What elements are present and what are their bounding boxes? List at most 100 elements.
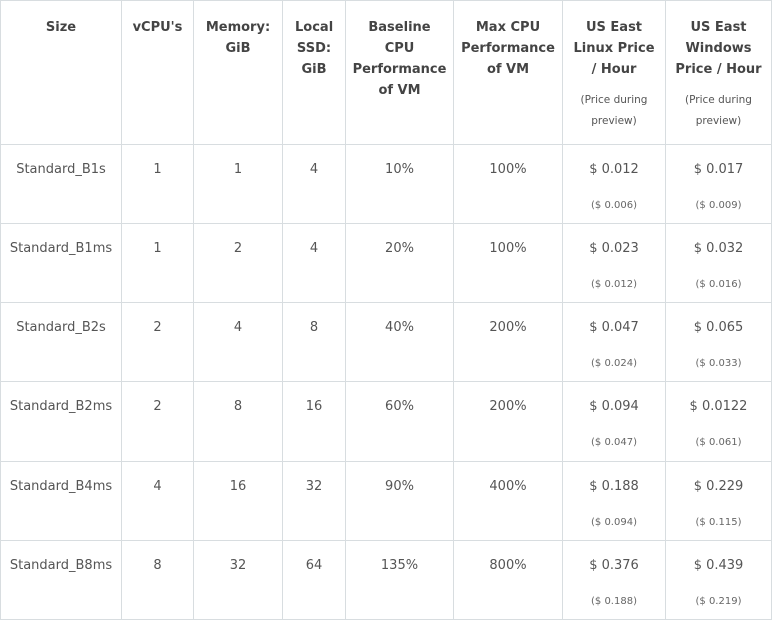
cell-local-ssd: 4 [282,143,346,225]
column-header-label: Size [45,20,77,35]
cell-max-cpu: 100% [453,143,563,225]
cell-memory: 32 [193,539,283,621]
table-row: Standard_B1ms 1 2 4 20% 100% $ 0.023 ($ … [0,223,772,304]
preview-price: ($ 0.033) [695,358,742,370]
cell-size: Standard_B1ms [0,223,122,304]
preview-price: ($ 0.047) [591,437,637,449]
column-header-label: Max CPU Performance of VM [461,20,555,77]
table-row: Standard_B8ms 8 32 64 135% 800% $ 0.376 … [0,539,772,621]
cell-baseline-cpu: 20% [345,223,454,304]
cell-vcpus: 1 [121,223,194,304]
column-header-label: Baseline CPU Performance of VM [352,20,447,98]
price-value: $ 0.376 [589,557,639,573]
price-value: $ 0.012 [589,162,639,177]
column-header-vcpus: vCPU's [121,0,194,145]
column-header-size: Size [0,0,122,145]
cell-baseline-cpu: 10% [345,143,454,225]
column-header-label: US East Linux Price / Hour [573,20,655,77]
price-value: $ 0.017 [693,162,744,177]
cell-size: Standard_B2s [0,302,122,383]
cell-local-ssd: 8 [282,302,346,383]
cell-linux-price: $ 0.188 ($ 0.094) [562,460,666,541]
column-header-label: vCPU's [132,20,183,35]
cell-max-cpu: 200% [453,381,563,462]
cell-baseline-cpu: 60% [345,381,454,462]
price-value: $ 0.023 [589,241,639,257]
column-header-note: (Price during preview) [580,94,648,127]
preview-price: ($ 0.115) [695,516,742,528]
cell-vcpus: 1 [121,143,194,225]
cell-size: Standard_B2ms [0,381,122,462]
cell-memory: 2 [193,223,283,304]
column-header-label: Local SSD: GiB [295,20,334,77]
cell-linux-price: $ 0.376 ($ 0.188) [562,539,666,621]
column-header-baseline-cpu: Baseline CPU Performance of VM [345,0,454,145]
cell-size: Standard_B8ms [0,539,122,621]
cell-max-cpu: 100% [453,223,563,304]
cell-vcpus: 8 [121,539,194,621]
cell-vcpus: 2 [121,302,194,383]
preview-price: ($ 0.219) [695,595,742,607]
column-header-label: US East Windows Price / Hour [675,20,762,77]
cell-windows-price: $ 0.0122 ($ 0.061) [665,381,772,462]
cell-linux-price: $ 0.094 ($ 0.047) [562,381,666,462]
cell-size: Standard_B1s [0,143,122,225]
preview-price: ($ 0.006) [591,200,637,211]
preview-price: ($ 0.009) [695,200,742,211]
column-header-linux-price: US East Linux Price / Hour (Price during… [562,0,666,145]
cell-local-ssd: 32 [282,460,346,541]
price-value: $ 0.047 [589,320,639,336]
cell-memory: 8 [193,381,283,462]
table-body: Standard_B1s 1 1 4 10% 100% $ 0.012 ($ 0… [0,143,772,621]
cell-memory: 16 [193,460,283,541]
preview-price: ($ 0.094) [591,516,637,528]
cell-memory: 4 [193,302,283,383]
table-row: Standard_B2s 2 4 8 40% 200% $ 0.047 ($ 0… [0,302,772,383]
price-value: $ 0.229 [693,478,744,494]
table-header: Size vCPU's Memory: GiB Local SSD: GiB B… [0,0,772,145]
price-value: $ 0.065 [693,320,744,336]
preview-price: ($ 0.024) [591,358,637,370]
cell-windows-price: $ 0.032 ($ 0.016) [665,223,772,304]
cell-local-ssd: 64 [282,539,346,621]
column-header-note: (Price during preview) [685,94,752,127]
cell-baseline-cpu: 40% [345,302,454,383]
preview-price: ($ 0.188) [591,595,637,607]
cell-linux-price: $ 0.047 ($ 0.024) [562,302,666,383]
cell-max-cpu: 800% [453,539,563,621]
cell-linux-price: $ 0.012 ($ 0.006) [562,143,666,225]
cell-windows-price: $ 0.017 ($ 0.009) [665,143,772,225]
cell-vcpus: 2 [121,381,194,462]
table-row: Standard_B1s 1 1 4 10% 100% $ 0.012 ($ 0… [0,143,772,225]
cell-max-cpu: 400% [453,460,563,541]
cell-windows-price: $ 0.065 ($ 0.033) [665,302,772,383]
price-value: $ 0.0122 [689,399,748,415]
price-value: $ 0.439 [693,557,744,573]
cell-vcpus: 4 [121,460,194,541]
price-value: $ 0.188 [589,478,639,494]
preview-price: ($ 0.012) [591,279,637,291]
column-header-windows-price: US East Windows Price / Hour (Price duri… [665,0,772,145]
price-value: $ 0.094 [589,399,639,415]
cell-memory: 1 [193,143,283,225]
cell-size: Standard_B4ms [0,460,122,541]
cell-max-cpu: 200% [453,302,563,383]
table-row: Standard_B2ms 2 8 16 60% 200% $ 0.094 ($… [0,381,772,462]
column-header-local-ssd: Local SSD: GiB [282,0,346,145]
cell-windows-price: $ 0.439 ($ 0.219) [665,539,772,621]
cell-baseline-cpu: 135% [345,539,454,621]
preview-price: ($ 0.061) [695,437,742,449]
cell-local-ssd: 16 [282,381,346,462]
preview-price: ($ 0.016) [695,279,742,291]
column-header-label: Memory: GiB [205,20,271,56]
cell-baseline-cpu: 90% [345,460,454,541]
column-header-max-cpu: Max CPU Performance of VM [453,0,563,145]
column-header-memory: Memory: GiB [193,0,283,145]
cell-local-ssd: 4 [282,223,346,304]
cell-linux-price: $ 0.023 ($ 0.012) [562,223,666,304]
cell-windows-price: $ 0.229 ($ 0.115) [665,460,772,541]
header-row: Size vCPU's Memory: GiB Local SSD: GiB B… [0,0,772,145]
price-value: $ 0.032 [693,241,744,257]
table-row: Standard_B4ms 4 16 32 90% 400% $ 0.188 (… [0,460,772,541]
